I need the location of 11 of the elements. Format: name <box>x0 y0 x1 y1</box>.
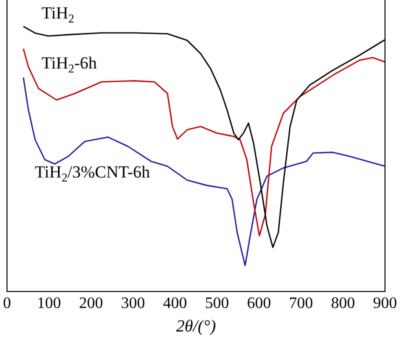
x-tick-label: 0 <box>3 295 11 312</box>
x-axis-title: 2θ/(°) <box>176 316 216 336</box>
x-tick-label: 700 <box>289 295 313 312</box>
x-tick-label: 900 <box>373 295 397 312</box>
x-tick-label: 300 <box>121 295 145 312</box>
x-tick-label: 200 <box>79 295 103 312</box>
x-tick-label: 100 <box>37 295 61 312</box>
x-tick-label: 500 <box>205 295 229 312</box>
x-tick-label: 800 <box>331 295 355 312</box>
x-tick-label: 400 <box>163 295 187 312</box>
x-tick-label: 600 <box>247 295 271 312</box>
